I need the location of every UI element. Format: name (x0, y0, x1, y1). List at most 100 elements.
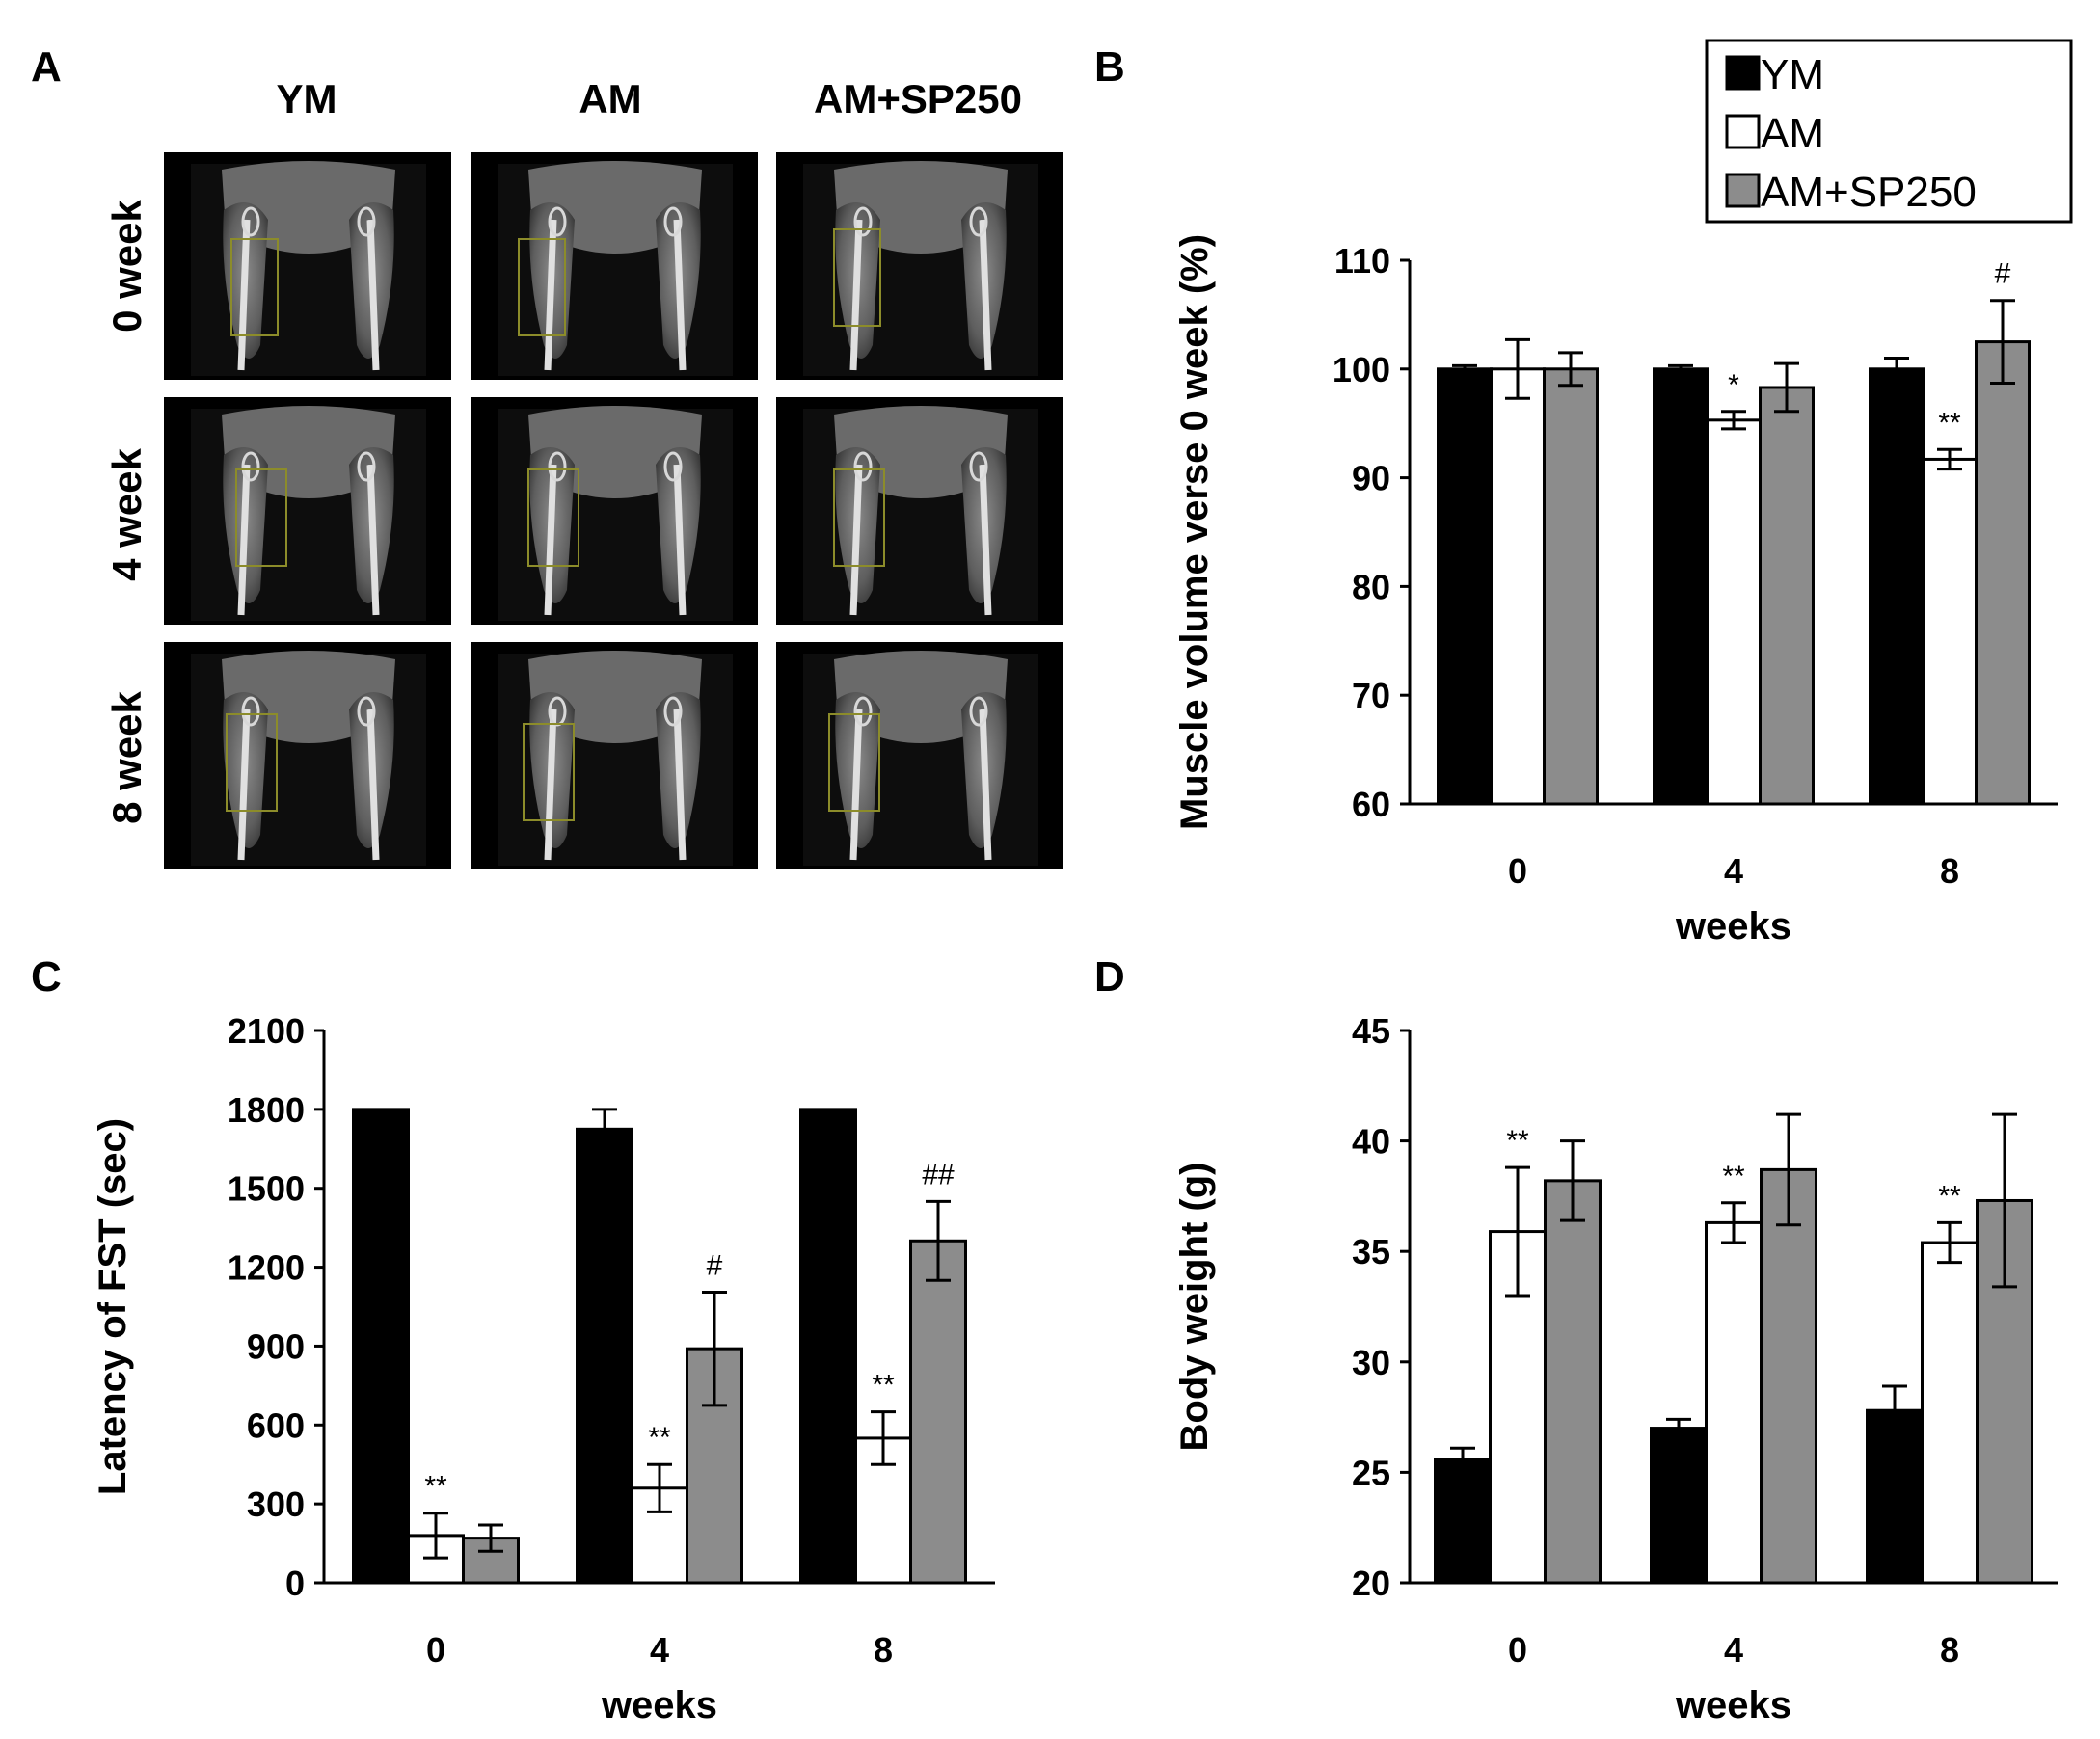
ct-roi-box (833, 228, 881, 327)
panel-c-label: C (31, 953, 62, 1001)
y-tick-label: 45 (1352, 1011, 1390, 1051)
ct-image-row0-col1 (471, 152, 758, 380)
legend-label-ym: YM (1761, 51, 1824, 98)
ct-roi-box (833, 468, 885, 567)
y-tick-label: 40 (1352, 1122, 1390, 1162)
bar (1434, 1458, 1492, 1585)
ct-right-joint (969, 696, 988, 727)
ct-image-row2-col1 (471, 642, 758, 870)
ct-left-bone (237, 464, 251, 616)
x-tick-label: 0 (1508, 1630, 1527, 1670)
ct-image-row2-col2 (776, 642, 1063, 870)
bar (1543, 367, 1599, 806)
ct-image-grid (164, 152, 1063, 870)
bar (799, 1108, 857, 1585)
x-tick-label: 8 (874, 1630, 893, 1670)
significance-mark: ** (648, 1422, 671, 1454)
ct-left-joint (548, 451, 567, 482)
ct-right-joint (357, 206, 376, 237)
ct-right-bone (673, 219, 687, 371)
ct-left-bone (544, 709, 557, 861)
y-tick-label: 20 (1352, 1564, 1390, 1603)
y-axis-label: Body weight (g) (1173, 1163, 1216, 1452)
significance-mark: ** (1722, 1161, 1745, 1192)
significance-mark: ## (922, 1159, 955, 1191)
bar (1490, 367, 1546, 806)
legend-swatch-ym (1725, 55, 1761, 91)
significance-mark: ** (1938, 407, 1961, 439)
bar (1975, 340, 2031, 806)
significance-mark: # (707, 1249, 723, 1281)
y-tick-label: 30 (1352, 1343, 1390, 1382)
bar (1706, 418, 1762, 806)
bar (1759, 386, 1815, 806)
row-label-4-week: 4 week (104, 447, 149, 580)
ct-roi-box (828, 713, 880, 812)
legend-swatch-am-sp250 (1725, 173, 1761, 208)
y-tick-label: 35 (1352, 1232, 1390, 1271)
y-tick-label: 600 (247, 1405, 305, 1445)
ct-image-row1-col2 (776, 397, 1063, 625)
y-tick-label: 1200 (228, 1248, 305, 1288)
ct-image-row1-col0 (164, 397, 451, 625)
ct-left-bone (544, 464, 557, 616)
ct-left-bone (544, 219, 557, 371)
ct-left-bone (237, 709, 251, 861)
ct-roi-box (523, 723, 575, 821)
ct-image-row1-col1 (471, 397, 758, 625)
bar (1437, 367, 1493, 806)
ct-left-joint (548, 206, 567, 237)
panel-b-label: B (1094, 43, 1125, 91)
x-tick-label: 8 (1940, 1630, 1959, 1670)
x-tick-label: 4 (1724, 851, 1743, 891)
ct-right-joint (663, 696, 683, 727)
bar (909, 1239, 967, 1585)
bar (1866, 1408, 1924, 1585)
column-header-am: AM (579, 76, 641, 121)
row-label-0-week: 0 week (104, 199, 149, 332)
y-tick-label: 2100 (228, 1011, 305, 1051)
ct-right-bone (979, 464, 992, 616)
ct-right-joint (357, 451, 376, 482)
x-tick-label: 4 (650, 1630, 669, 1670)
x-tick-label: 0 (1508, 851, 1527, 891)
y-axis-label: Muscle volume verse 0 week (%) (1173, 234, 1216, 830)
ct-left-bone (237, 219, 251, 371)
ct-left-joint (241, 206, 260, 237)
ct-left-joint (241, 696, 260, 727)
ct-roi-box (230, 238, 279, 336)
legend-swatch-am (1725, 114, 1761, 149)
y-tick-label: 25 (1352, 1453, 1390, 1492)
y-tick-label: 300 (247, 1485, 305, 1524)
bar (1650, 1427, 1708, 1585)
bar (1544, 1179, 1602, 1585)
ct-roi-box (527, 468, 579, 567)
ct-left-joint (241, 451, 260, 482)
bar (352, 1108, 410, 1585)
ct-roi-box (518, 238, 566, 336)
ct-left-joint (853, 696, 873, 727)
ct-right-bone (366, 709, 380, 861)
ct-right-bone (366, 464, 380, 616)
significance-mark: * (1728, 369, 1739, 401)
row-label-8-week: 8 week (104, 690, 149, 823)
ct-right-bone (366, 219, 380, 371)
ct-image-row2-col0 (164, 642, 451, 870)
y-tick-label: 90 (1352, 459, 1390, 498)
y-tick-label: 900 (247, 1326, 305, 1366)
significance-mark: # (1995, 258, 2011, 290)
legend-label-am: AM (1761, 110, 1824, 157)
ct-roi-box (226, 713, 278, 812)
bar (1869, 367, 1925, 806)
panel-a: A YM AM AM+SP250 0 week 4 week 8 week (31, 43, 1063, 870)
significance-mark: ** (872, 1370, 895, 1402)
legend-label-am-sp250: AM+SP250 (1761, 169, 1977, 216)
column-header-am-sp250: AM+SP250 (814, 76, 1022, 121)
x-axis-label: weeks (1675, 1684, 1791, 1726)
bar (1705, 1220, 1763, 1585)
ct-image-row0-col0 (164, 152, 451, 380)
y-tick-label: 110 (1334, 241, 1390, 281)
